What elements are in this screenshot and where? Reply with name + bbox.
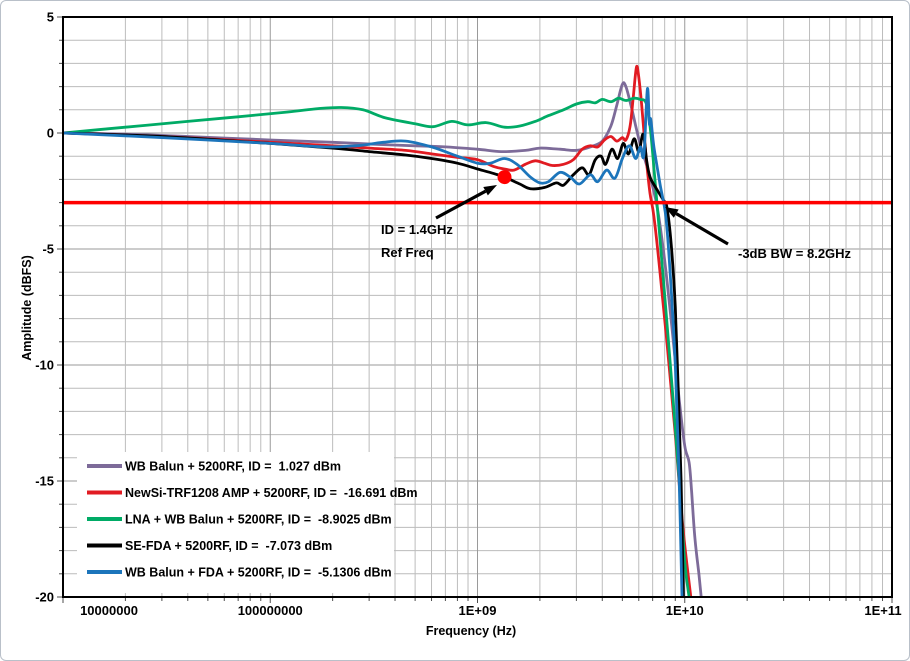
annotation-text-0: Ref Freq <box>381 245 434 260</box>
legend-label-0: WB Balun + 5200RF, ID = 1.027 dBm <box>125 460 341 474</box>
y-tick-label: 0 <box>47 126 54 141</box>
ref-freq-marker-dot <box>497 170 512 185</box>
x-tick-label: 10000000 <box>80 603 138 618</box>
x-tick-label: 1E+10 <box>666 603 704 618</box>
legend-box <box>77 452 394 593</box>
y-tick-label: -15 <box>35 474 54 489</box>
y-tick-label: -10 <box>35 358 54 373</box>
legend-label-2: LNA + WB Balun + 5200RF, ID = -8.9025 dB… <box>125 513 392 527</box>
annotation-arrow-line <box>675 212 729 246</box>
x-tick-label: 1E+09 <box>459 603 497 618</box>
annotation-arrow-head <box>483 185 497 196</box>
curve-series-0 <box>63 81 703 597</box>
annotation-arrow-line <box>435 189 487 220</box>
plot-border <box>62 16 893 598</box>
legend-label-1: NewSi-TRF1208 AMP + 5200RF, ID = -16.691… <box>125 486 417 500</box>
legend-label-4: WB Balun + FDA + 5200RF, ID = -5.1306 dB… <box>125 566 392 580</box>
curve-series-1 <box>63 64 693 597</box>
annotations: ID = 1.4GHz Ref Freq -3dB BW = 8.2GHz <box>381 185 852 261</box>
y-tick-label: -5 <box>42 242 54 257</box>
plot-frame <box>62 16 893 598</box>
legend-label-3: SE-FDA + 5200RF, ID = -7.073 dBm <box>125 539 332 553</box>
x-axis-title: Frequency (Hz) <box>426 624 516 638</box>
ref-freq-dot <box>497 170 512 185</box>
plot-grid <box>63 17 892 597</box>
x-tick-label: 100000000 <box>238 603 303 618</box>
y-tick-label: 5 <box>47 10 54 25</box>
y-tick-label: -20 <box>35 590 54 605</box>
x-tick-label: 1E+11 <box>864 603 901 618</box>
annotation-text-0: ID = 1.4GHz <box>381 222 453 237</box>
legend: WB Balun + 5200RF, ID = 1.027 dBm NewSi-T… <box>77 452 417 593</box>
axis-tick-labels: 5 0 -5 -10 -15 -20 10000000 100000000 1E+09 1E+10… <box>35 10 901 619</box>
annotation-text-1: -3dB BW = 8.2GHz <box>738 246 852 261</box>
y-axis-title: Amplitude (dBFS) <box>20 255 34 361</box>
curve-series-4 <box>63 87 684 597</box>
annotation-arrow-head <box>665 207 679 218</box>
